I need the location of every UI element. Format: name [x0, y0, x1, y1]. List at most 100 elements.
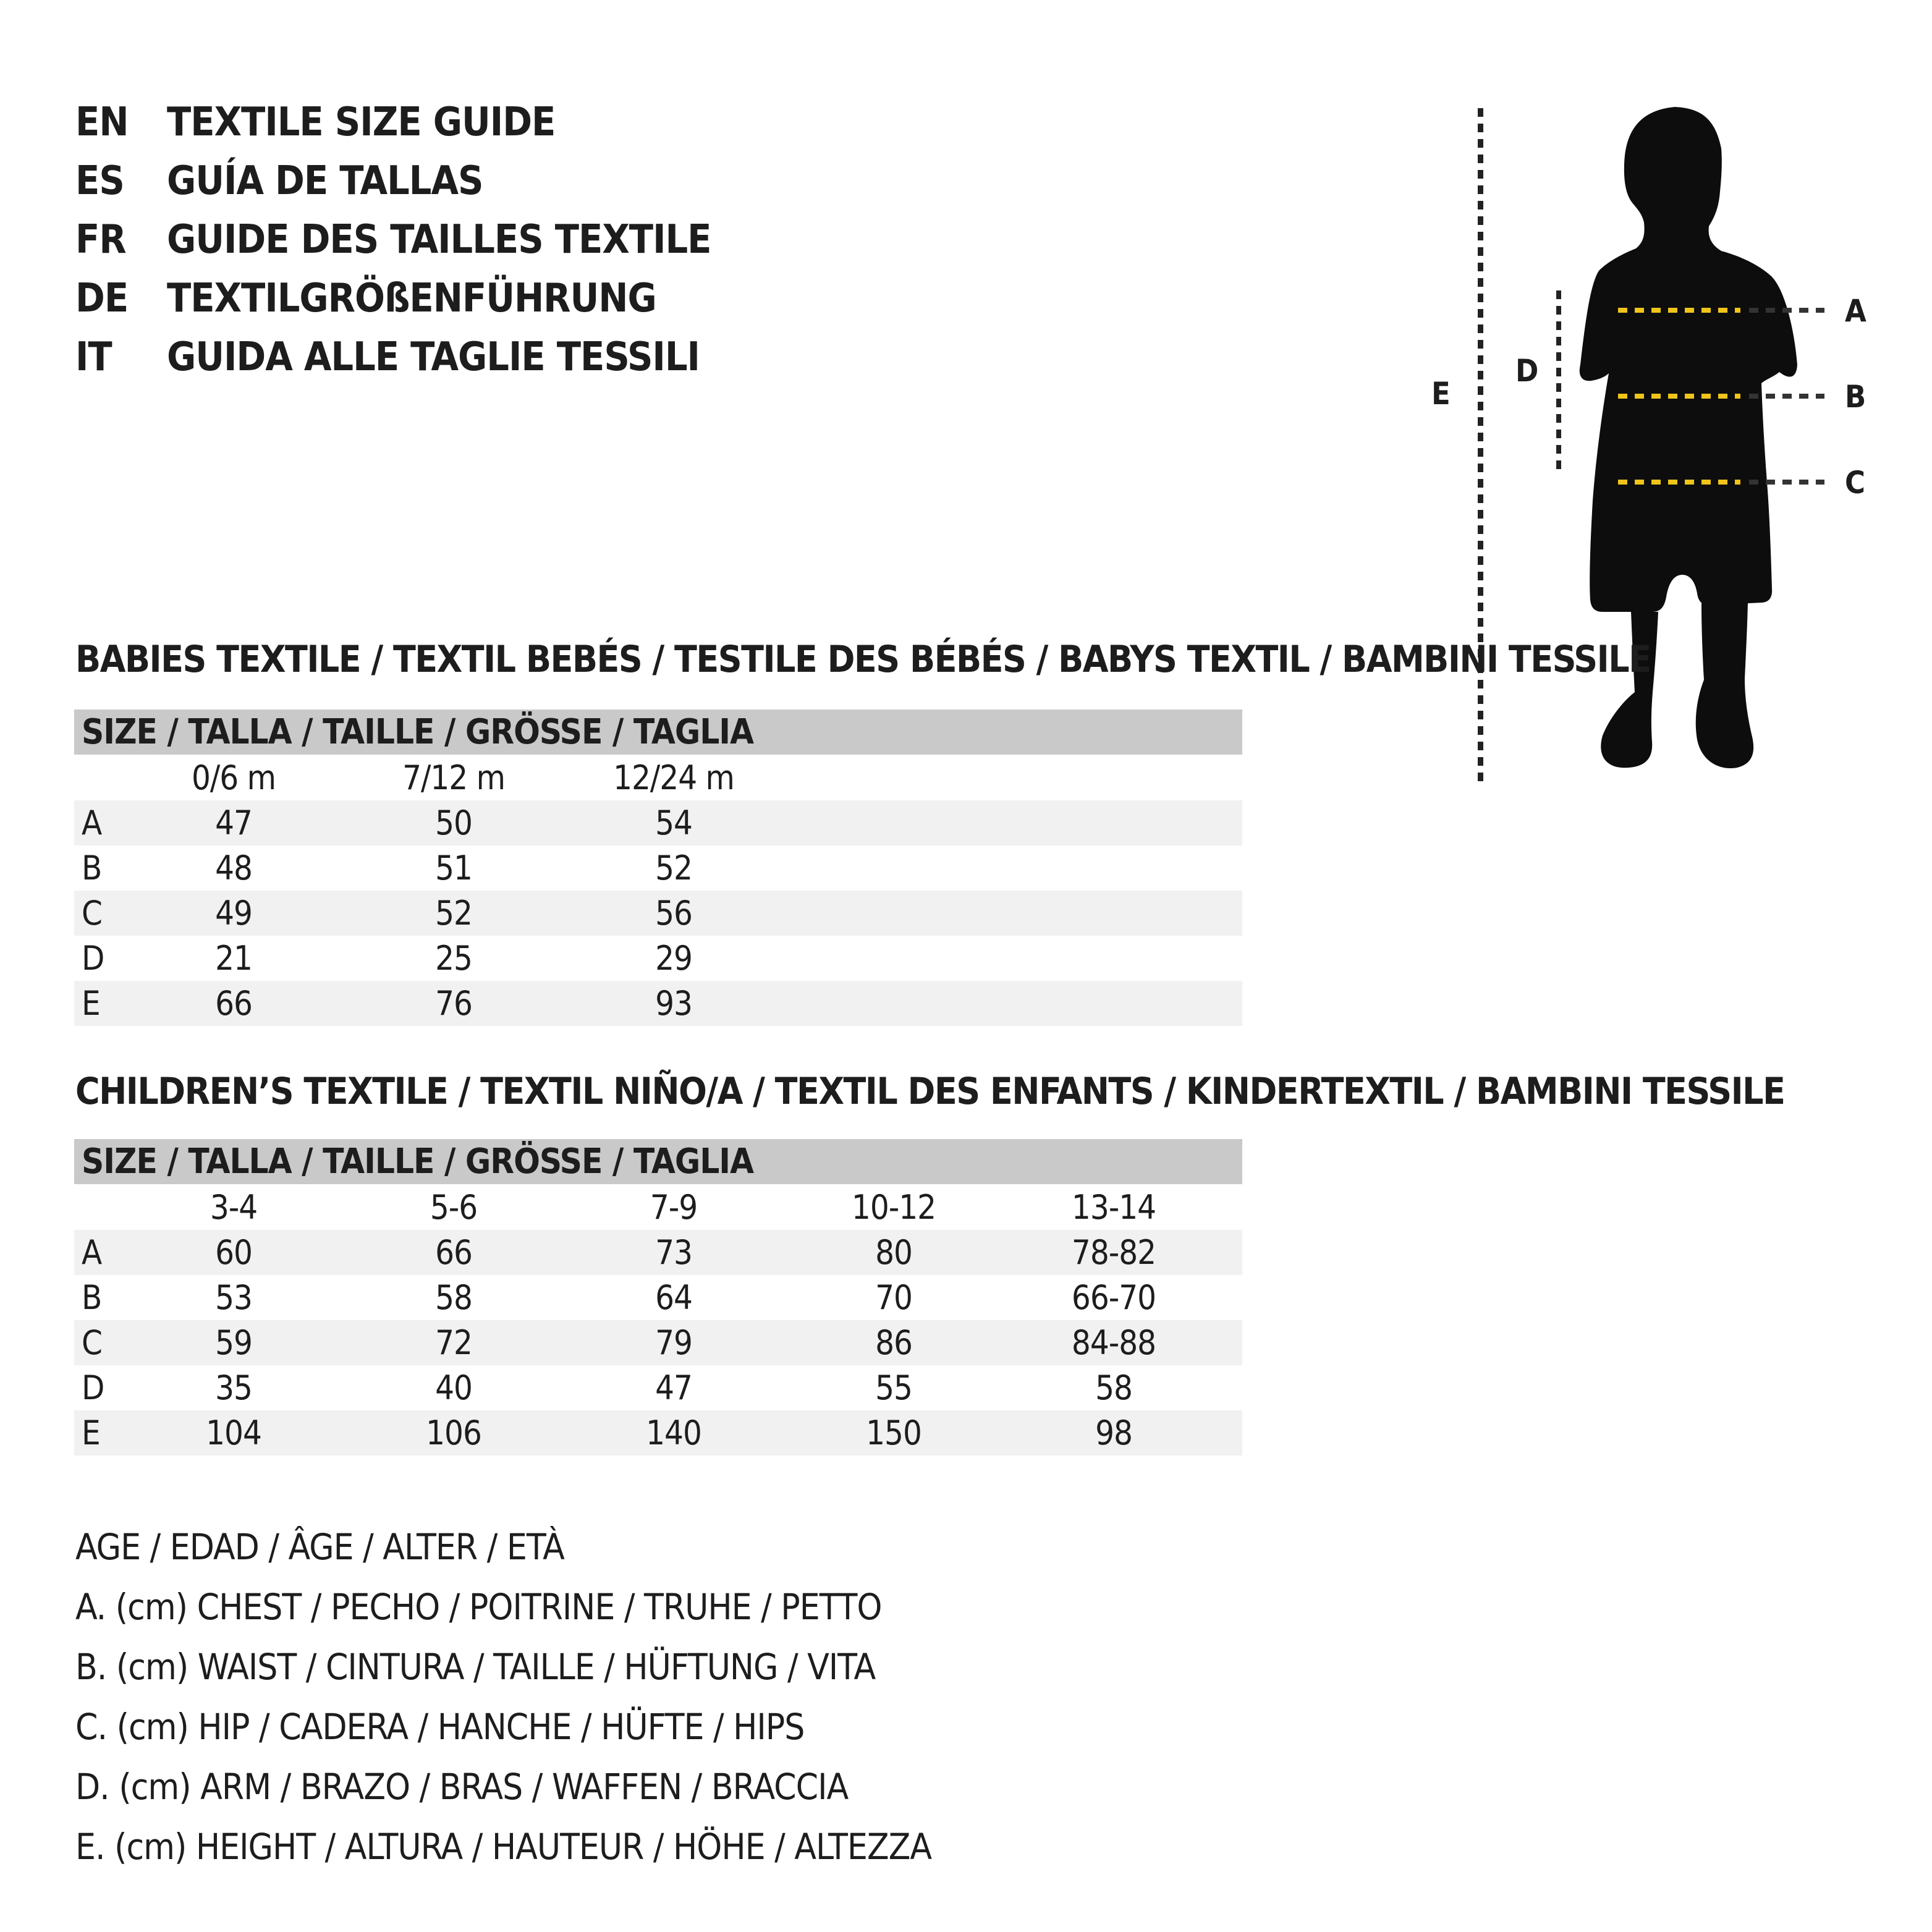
guide-title-en: TEXTILE SIZE GUIDE: [167, 99, 556, 145]
cell-value: 58: [1095, 1368, 1133, 1407]
row-label: C: [82, 1323, 103, 1362]
cell-value: 66: [435, 1233, 473, 1272]
table-row: B 53 58 64 70 66-70: [74, 1275, 1242, 1320]
row-label: C: [82, 894, 103, 933]
child-silhouette-icon: [1579, 107, 1797, 769]
column-header: 3-4: [210, 1187, 258, 1227]
cell-value: 84-88: [1071, 1323, 1156, 1362]
cell-value: 56: [655, 894, 693, 933]
waist-measure-dash-b: [1618, 394, 1740, 399]
column-header: 0/6 m: [192, 758, 276, 797]
table-row: D 35 40 47 55 58: [74, 1365, 1242, 1410]
row-label: A: [82, 803, 102, 842]
cell-value: 140: [646, 1413, 702, 1452]
cell-value: 66: [215, 984, 253, 1023]
cell-value: 76: [435, 984, 473, 1023]
babies-column-header-row: 0/6 m 7/12 m 12/24 m: [74, 755, 1242, 800]
cell-value: 93: [655, 984, 693, 1023]
column-header: 7-9: [650, 1187, 698, 1227]
cell-value: 70: [875, 1278, 913, 1317]
column-header: 10-12: [851, 1187, 936, 1227]
cell-value: 98: [1095, 1413, 1133, 1452]
legend-line-waist: B. (cm) WAIST / CINTURA / TAILLE / HÜFTU…: [75, 1646, 876, 1688]
cell-value: 51: [435, 849, 473, 888]
row-label: D: [82, 1368, 104, 1407]
guide-title-it: GUIDA ALLE TAGLIE TESSILI: [167, 334, 700, 380]
table-row: D 21 25 29: [74, 936, 1242, 981]
language-row-en: EN TEXTILE SIZE GUIDE: [75, 93, 711, 151]
figure-label-a: A: [1845, 293, 1866, 329]
language-title-list: EN TEXTILE SIZE GUIDE ES GUÍA DE TALLAS …: [75, 93, 711, 386]
figure-label-d: D: [1515, 353, 1538, 389]
legend-line-arm: D. (cm) ARM / BRAZO / BRAS / WAFFEN / BR…: [75, 1766, 849, 1808]
cell-value: 86: [875, 1323, 913, 1362]
children-section-title: CHILDREN’S TEXTILE / TEXTIL NIÑO/A / TEX…: [75, 1070, 1786, 1113]
chest-leader-dash-a: [1749, 308, 1824, 313]
row-label: E: [82, 1413, 101, 1452]
children-size-header-bar: SIZE / TALLA / TAILLE / GRÖSSE / TAGLIA: [74, 1139, 1242, 1184]
row-label: D: [82, 939, 104, 978]
cell-value: 50: [435, 803, 473, 842]
language-row-it: IT GUIDA ALLE TAGLIE TESSILI: [75, 328, 711, 386]
cell-value: 52: [435, 894, 473, 933]
cell-value: 49: [215, 894, 253, 933]
column-header: 13-14: [1071, 1187, 1156, 1227]
row-label: A: [82, 1233, 102, 1272]
guide-title-fr: GUIDE DES TAILLES TEXTILE: [167, 216, 711, 263]
language-row-fr: FR GUIDE DES TAILLES TEXTILE: [75, 210, 711, 269]
hip-leader-dash-c: [1749, 480, 1824, 485]
legend-line-height: E. (cm) HEIGHT / ALTURA / HAUTEUR / HÖHE…: [75, 1826, 932, 1868]
language-code: ES: [75, 158, 125, 204]
cell-value: 47: [655, 1368, 693, 1407]
column-header: 7/12 m: [402, 758, 506, 797]
babies-size-table: SIZE / TALLA / TAILLE / GRÖSSE / TAGLIA …: [74, 710, 1242, 1026]
cell-value: 29: [655, 939, 693, 978]
table-row: E 104 106 140 150 98: [74, 1410, 1242, 1455]
cell-value: 40: [435, 1368, 473, 1407]
language-row-de: DE TEXTILGRÖßENFÜHRUNG: [75, 269, 711, 328]
guide-title-es: GUÍA DE TALLAS: [167, 158, 483, 204]
cell-value: 48: [215, 849, 253, 888]
cell-value: 78-82: [1071, 1233, 1156, 1272]
babies-section-title: BABIES TEXTILE / TEXTIL BEBÉS / TESTILE …: [75, 638, 1651, 681]
cell-value: 21: [215, 939, 253, 978]
cell-value: 104: [206, 1413, 262, 1452]
row-label: E: [82, 984, 101, 1023]
children-size-table: SIZE / TALLA / TAILLE / GRÖSSE / TAGLIA …: [74, 1139, 1242, 1455]
cell-value: 52: [655, 849, 693, 888]
children-column-header-row: 3-4 5-6 7-9 10-12 13-14: [74, 1184, 1242, 1230]
cell-value: 58: [435, 1278, 473, 1317]
arm-measure-line-d: [1556, 290, 1561, 473]
table-row: A 60 66 73 80 78-82: [74, 1230, 1242, 1275]
guide-title-de: TEXTILGRÖßENFÜHRUNG: [167, 275, 657, 321]
language-code: DE: [75, 275, 129, 321]
cell-value: 106: [426, 1413, 482, 1452]
cell-value: 53: [215, 1278, 253, 1317]
cell-value: 54: [655, 803, 693, 842]
figure-label-e: E: [1431, 376, 1451, 412]
cell-value: 59: [215, 1323, 253, 1362]
table-row: C 59 72 79 86 84-88: [74, 1320, 1242, 1365]
legend-line-hip: C. (cm) HIP / CADERA / HANCHE / HÜFTE / …: [75, 1706, 805, 1748]
language-code: FR: [75, 216, 127, 263]
cell-value: 47: [215, 803, 253, 842]
cell-value: 55: [875, 1368, 913, 1407]
waist-leader-dash-b: [1749, 394, 1824, 399]
legend-line-age: AGE / EDAD / ÂGE / ALTER / ETÀ: [75, 1526, 565, 1568]
language-code: IT: [75, 334, 112, 380]
row-label: B: [82, 849, 102, 888]
cell-value: 79: [655, 1323, 693, 1362]
language-row-es: ES GUÍA DE TALLAS: [75, 151, 711, 210]
figure-label-b: B: [1845, 379, 1866, 415]
cell-value: 66-70: [1071, 1278, 1156, 1317]
chest-measure-dash-a: [1618, 308, 1740, 313]
cell-value: 25: [435, 939, 473, 978]
cell-value: 64: [655, 1278, 693, 1317]
legend-line-chest: A. (cm) CHEST / PECHO / POITRINE / TRUHE…: [75, 1586, 882, 1628]
cell-value: 150: [866, 1413, 922, 1452]
language-code: EN: [75, 99, 129, 145]
cell-value: 60: [215, 1233, 253, 1272]
table-row: E 66 76 93: [74, 981, 1242, 1026]
table-row: B 48 51 52: [74, 845, 1242, 891]
cell-value: 73: [655, 1233, 693, 1272]
